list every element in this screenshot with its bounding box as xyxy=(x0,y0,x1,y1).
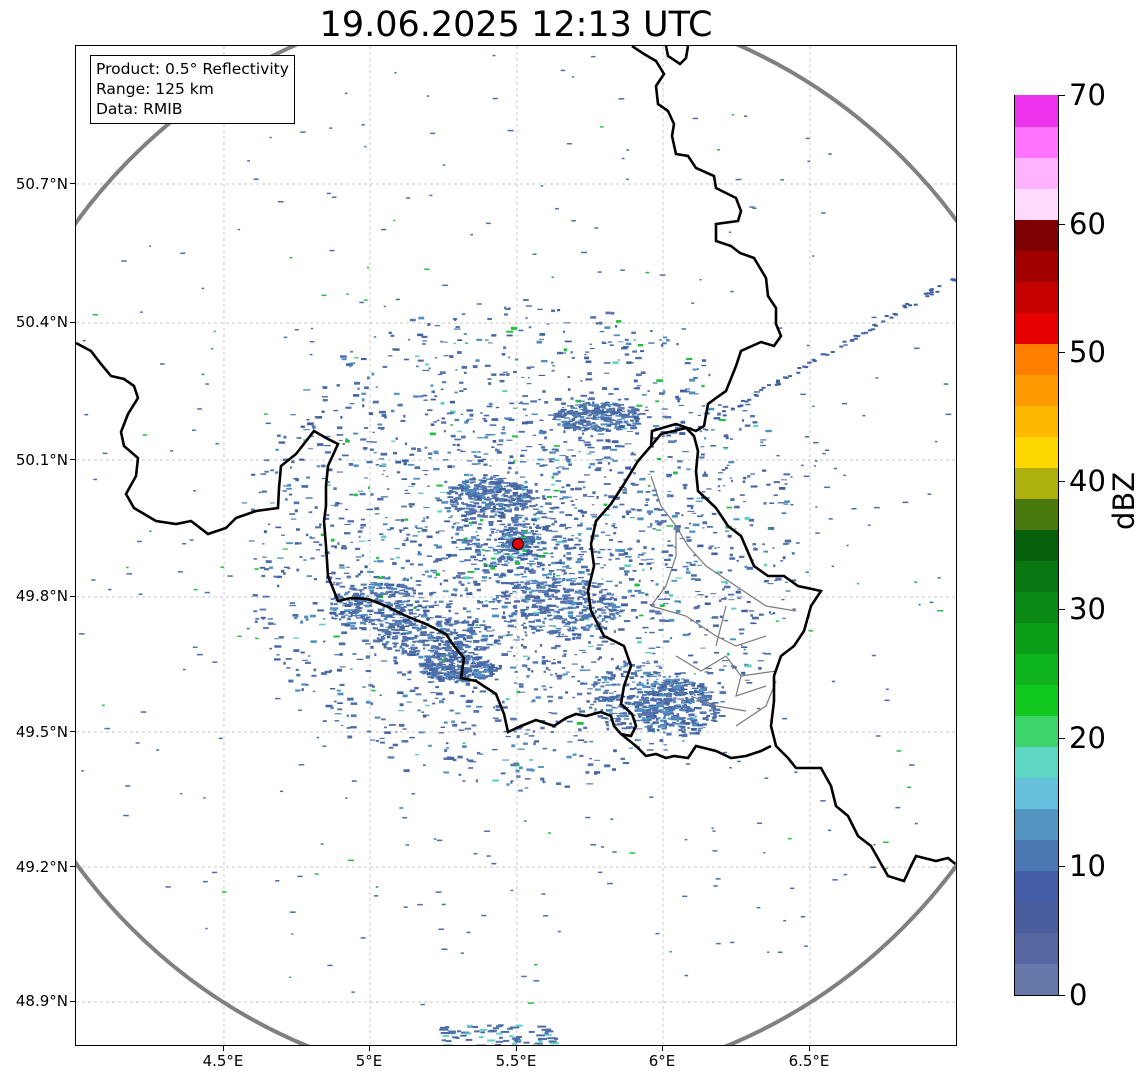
colorbar-tick xyxy=(1059,609,1065,610)
colorbar-label: 70 xyxy=(1069,78,1106,112)
border-lux-germany xyxy=(650,426,956,883)
colorbar-tick xyxy=(1059,866,1065,867)
lat-label: 50.4°N xyxy=(15,313,68,331)
colorbar-band xyxy=(1015,901,1058,933)
colorbar-label: 0 xyxy=(1069,978,1088,1012)
colorbar-band xyxy=(1015,808,1058,840)
lon-label: 5°E xyxy=(355,1052,383,1070)
colorbar-band xyxy=(1015,932,1058,964)
colorbar-band xyxy=(1015,157,1058,189)
colorbar-tick xyxy=(1059,481,1065,482)
colorbar-label: 30 xyxy=(1069,592,1106,626)
colorbar-band xyxy=(1015,560,1058,592)
colorbar-band xyxy=(1015,684,1058,716)
lon-label: 5.5°E xyxy=(495,1052,537,1070)
lat-tick xyxy=(70,1001,75,1002)
colorbar-band xyxy=(1015,436,1058,468)
info-box: Product: 0.5° Reflectivity Range: 125 km… xyxy=(90,55,295,124)
colorbar-label: 40 xyxy=(1069,464,1106,498)
colorbar-band xyxy=(1015,281,1058,313)
colorbar-band xyxy=(1015,126,1058,158)
lat-label: 50.7°N xyxy=(15,175,68,193)
colorbar-tick xyxy=(1059,224,1065,225)
colorbar-band xyxy=(1015,746,1058,778)
radar-map[interactable]: Product: 0.5° Reflectivity Range: 125 km… xyxy=(75,45,957,1046)
lon-tick xyxy=(809,1046,810,1051)
colorbar-label: 10 xyxy=(1069,849,1106,883)
colorbar-band xyxy=(1015,653,1058,685)
lat-tick xyxy=(70,866,75,867)
lon-tick xyxy=(223,1046,224,1051)
colorbar-band xyxy=(1015,405,1058,437)
radar-site-marker xyxy=(512,538,524,550)
border-north-east xyxy=(664,46,690,66)
colorbar-band xyxy=(1015,591,1058,623)
colorbar-band xyxy=(1015,467,1058,499)
colorbar-band xyxy=(1015,777,1058,809)
lon-tick xyxy=(516,1046,517,1051)
colorbar-label: 60 xyxy=(1069,207,1106,241)
colorbar-band xyxy=(1015,715,1058,747)
colorbar-band xyxy=(1015,219,1058,251)
info-data: Data: RMIB xyxy=(96,100,183,118)
colorbar-band xyxy=(1015,250,1058,282)
lat-tick xyxy=(70,322,75,323)
colorbar-band xyxy=(1015,963,1058,995)
country-borders xyxy=(76,46,956,883)
lat-label: 49.5°N xyxy=(15,723,68,741)
colorbar-label: 50 xyxy=(1069,335,1106,369)
info-product: Product: 0.5° Reflectivity xyxy=(96,60,289,78)
colorbar-band xyxy=(1015,529,1058,561)
colorbar-band xyxy=(1015,95,1058,127)
colorbar-band xyxy=(1015,312,1058,344)
colorbar-band xyxy=(1015,188,1058,220)
lon-label: 6.5°E xyxy=(788,1052,830,1070)
lat-label: 48.9°N xyxy=(15,992,68,1010)
lat-label: 49.8°N xyxy=(15,587,68,605)
colorbar-band xyxy=(1015,343,1058,375)
lat-tick xyxy=(70,183,75,184)
lon-tick xyxy=(662,1046,663,1051)
map-canvas xyxy=(76,46,956,1045)
colorbar-band xyxy=(1015,622,1058,654)
colorbar-label: 20 xyxy=(1069,721,1106,755)
lon-label: 4.5°E xyxy=(202,1052,244,1070)
colorbar-tick xyxy=(1059,95,1065,96)
lat-tick xyxy=(70,731,75,732)
border-lux-france-south xyxy=(620,732,772,760)
dbz-colorbar xyxy=(1014,95,1059,996)
colorbar-tick xyxy=(1059,738,1065,739)
colorbar-band xyxy=(1015,839,1058,871)
border-france-belgium-west xyxy=(76,46,783,738)
colorbar-unit-label: dBZ xyxy=(1107,471,1141,530)
colorbar-tick xyxy=(1059,995,1065,996)
lat-label: 50.1°N xyxy=(15,451,68,469)
map-title: 19.06.2025 12:13 UTC xyxy=(319,5,713,45)
lux-district-boundaries xyxy=(650,475,797,727)
lon-tick xyxy=(369,1046,370,1051)
lat-label: 49.2°N xyxy=(15,858,68,876)
colorbar-band xyxy=(1015,374,1058,406)
colorbar-band xyxy=(1015,870,1058,902)
lat-tick xyxy=(70,459,75,460)
colorbar-tick xyxy=(1059,352,1065,353)
info-range: Range: 125 km xyxy=(96,80,214,98)
lat-tick xyxy=(70,596,75,597)
reflectivity-echoes xyxy=(79,54,956,1045)
lon-label: 6°E xyxy=(648,1052,676,1070)
colorbar-band xyxy=(1015,498,1058,530)
